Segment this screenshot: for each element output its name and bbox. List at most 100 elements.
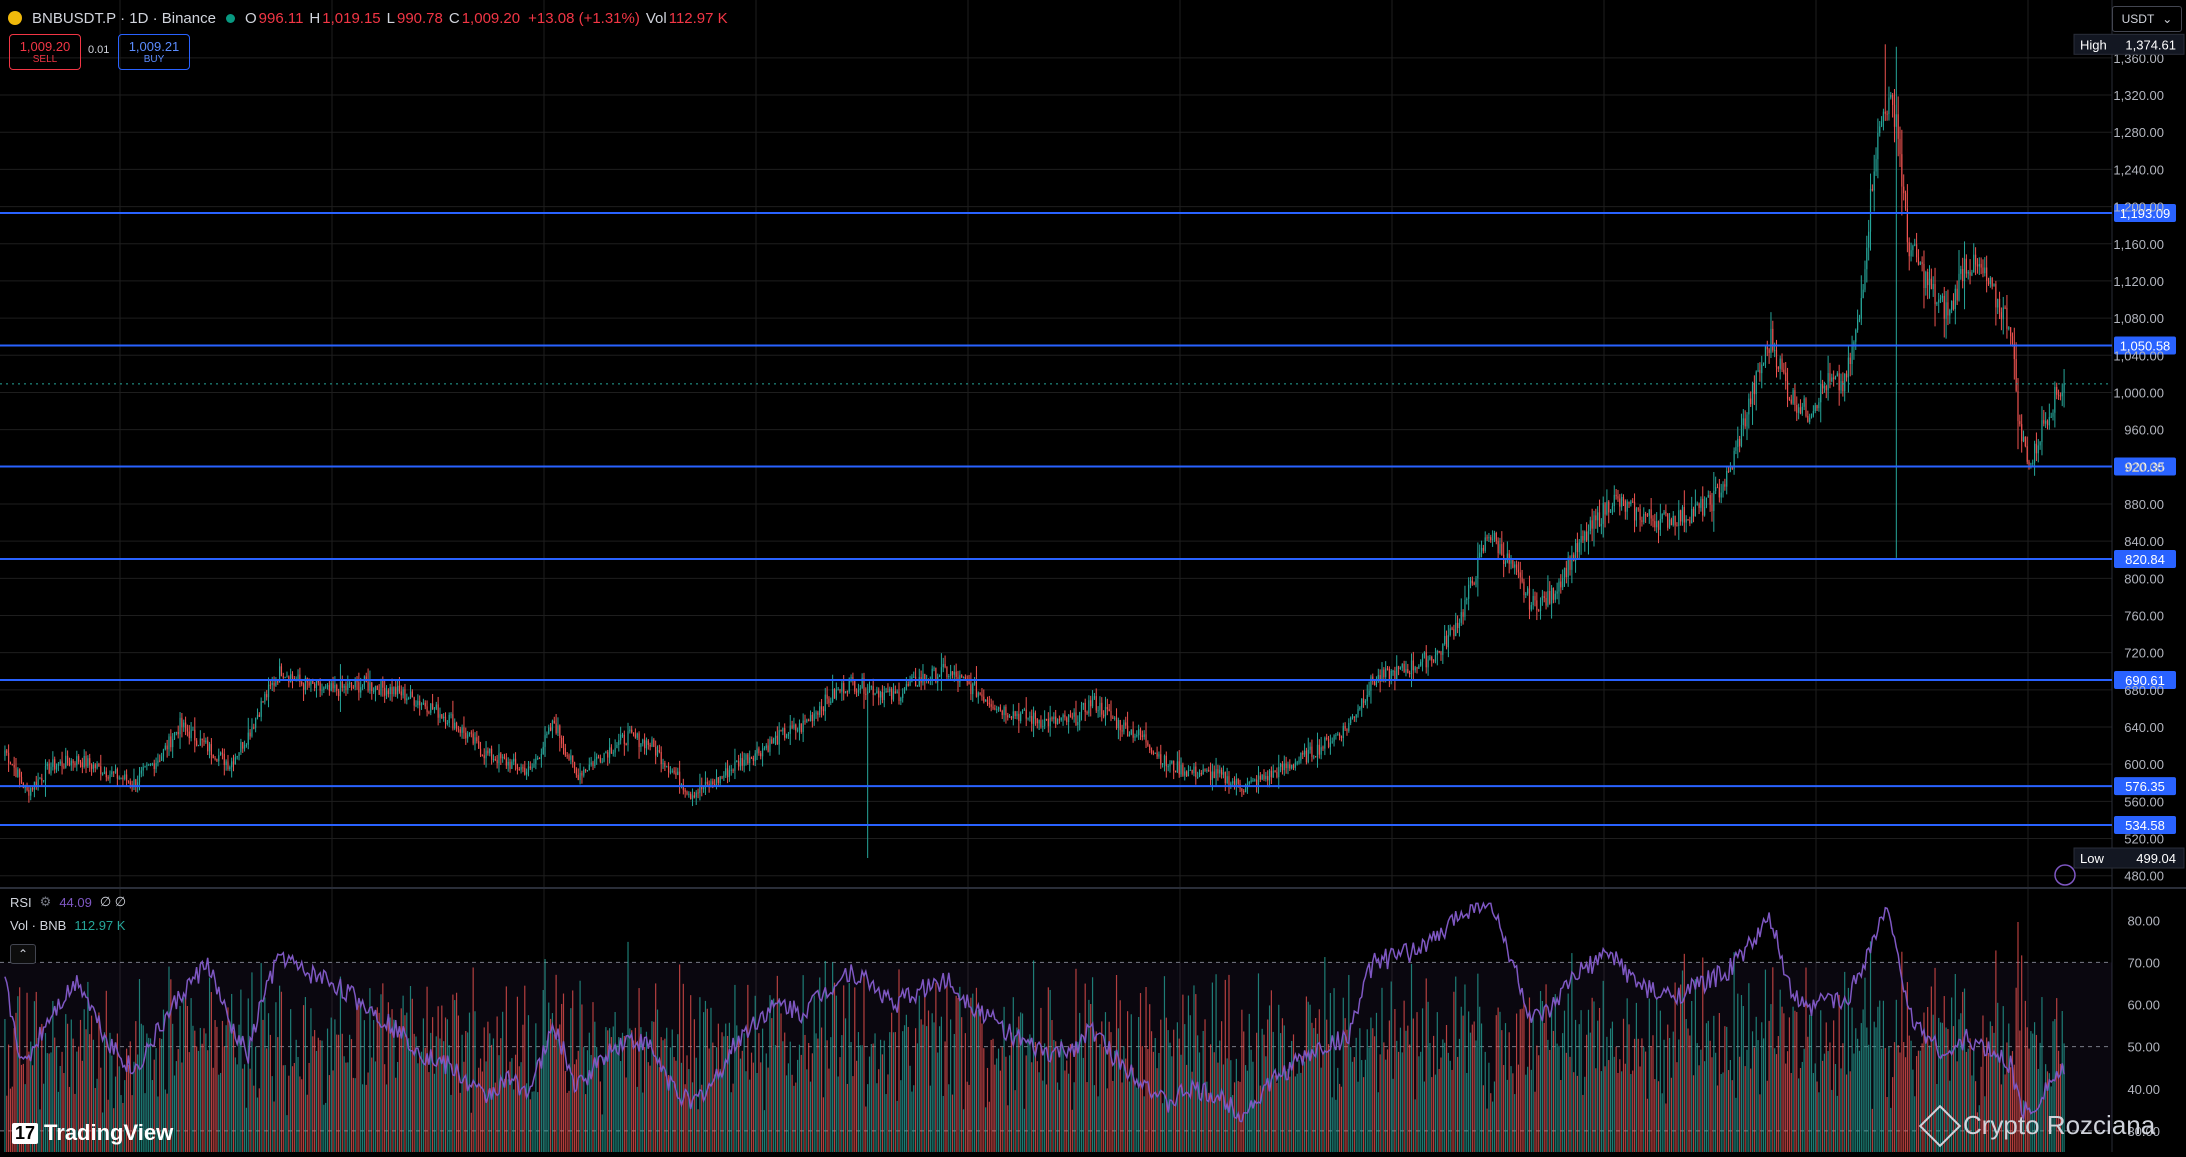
volume-bar (304, 997, 307, 1152)
volume-bar (889, 1032, 891, 1152)
candle (1471, 580, 1473, 584)
candle (1436, 650, 1438, 655)
volume-bar (1554, 994, 1556, 1152)
candle (1543, 596, 1545, 598)
volume-bar (2013, 1064, 2015, 1152)
candle (1112, 717, 1114, 719)
volume-bar (926, 1026, 928, 1152)
volume-bar (1292, 1034, 1295, 1152)
volume-bar (898, 969, 900, 1152)
volume-bar (439, 1038, 441, 1152)
volume-bar (642, 1092, 644, 1152)
volume-bar (621, 1032, 624, 1152)
candle (1781, 358, 1783, 370)
rsi-legend[interactable]: RSI ⚙ 44.09 ∅ ∅ (10, 894, 126, 910)
volume-bar (738, 1040, 740, 1152)
candle (1729, 466, 1732, 472)
volume-bar (1576, 1075, 1579, 1152)
candle (2032, 462, 2034, 464)
volume-bar (356, 1008, 358, 1152)
volume-bar (463, 1061, 465, 1152)
candle (41, 778, 43, 781)
candle (1967, 271, 1969, 274)
candle (90, 764, 93, 769)
volume-bar (891, 1012, 893, 1152)
volume-bar (1622, 1018, 1625, 1152)
candle (1759, 370, 1761, 374)
candle (1055, 716, 1057, 725)
currency-select[interactable]: USDT ⌄ (2112, 6, 2182, 32)
volume-bar (551, 1013, 554, 1152)
candle (1447, 634, 1449, 648)
volume-bar (1986, 1037, 1988, 1152)
candle (712, 781, 714, 785)
level-price-tag (2114, 203, 2176, 222)
candle (573, 762, 576, 770)
volume-bar (927, 1010, 930, 1152)
collapse-indicators-button[interactable]: ⌃ (10, 944, 36, 964)
volume-bar (336, 1034, 338, 1152)
volume-bar (573, 1064, 576, 1152)
candle (1047, 718, 1049, 727)
volume-bar (1624, 1063, 1626, 1152)
volume-bar (1672, 1031, 1674, 1152)
candle (1939, 297, 1942, 300)
volume-legend[interactable]: Vol · BNB 112.97 K (10, 918, 125, 933)
volume-bar (1462, 1015, 1464, 1152)
sell-button[interactable]: 1,009.20 SELL (9, 34, 81, 70)
candle (384, 687, 386, 696)
volume-bar (1433, 1035, 1435, 1152)
volume-bar (1239, 1081, 1241, 1152)
volume-bar (1853, 1053, 1855, 1152)
volume-bar (1879, 1000, 1881, 1152)
candle (1973, 254, 1975, 273)
candle (446, 722, 448, 724)
volume-bar (1587, 1009, 1590, 1152)
volume-bar (894, 1032, 896, 1152)
candle (55, 765, 58, 770)
settings-icon[interactable]: ⚙ (39, 894, 52, 909)
level-price-tag (2114, 549, 2176, 568)
candle (1571, 554, 1573, 570)
volume-bar (1685, 1019, 1687, 1152)
candle (358, 682, 360, 693)
candle (979, 692, 981, 695)
volume-bar (2035, 1034, 2038, 1152)
volume-bar (631, 1030, 633, 1152)
volume-bar (1195, 994, 1197, 1152)
volume-bar (697, 1109, 699, 1152)
volume-bar (179, 1005, 181, 1152)
candle (551, 720, 554, 731)
volume-bar (1921, 1043, 1923, 1152)
candle (1788, 398, 1791, 400)
candle (1569, 557, 1571, 570)
volume-bar (758, 1033, 760, 1152)
candle (1060, 717, 1062, 721)
candle (1101, 702, 1103, 715)
alert-lightning-icon[interactable] (2054, 864, 2076, 886)
volume-bar (308, 1062, 310, 1152)
candle (1602, 503, 1604, 524)
candle (314, 683, 316, 689)
volume-bar (1495, 1015, 1497, 1152)
volume-bar (592, 1002, 594, 1152)
candle (373, 690, 375, 692)
candle (1322, 747, 1324, 749)
volume-bar (662, 1040, 664, 1152)
rsi-tick-label: 50.00 (2127, 1040, 2160, 1055)
volume-bar (1615, 1046, 1617, 1152)
volume-bar (297, 1056, 299, 1152)
candle (347, 683, 349, 690)
volume-bar (1162, 1103, 1164, 1152)
tradingview-mark-icon: 17 (12, 1122, 39, 1144)
volume-bar (450, 1094, 452, 1152)
volume-bar (282, 1065, 284, 1152)
candle (1276, 772, 1278, 778)
buy-button[interactable]: 1,009.21 BUY (118, 34, 190, 70)
symbol-title[interactable]: BNBUSDT.P · 1D · Binance (32, 9, 216, 27)
tradingview-logo[interactable]: 17 TradingView (12, 1120, 173, 1146)
candle (1232, 781, 1234, 784)
candle (1512, 560, 1514, 568)
